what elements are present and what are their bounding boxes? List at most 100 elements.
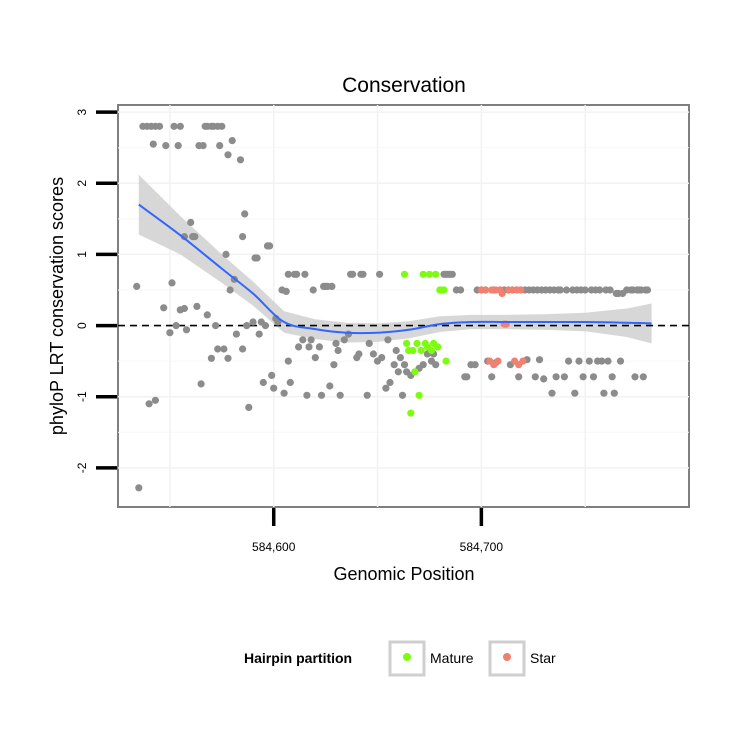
y-tick-label: 1 <box>75 251 89 258</box>
point-other <box>170 122 178 130</box>
point-other <box>378 354 386 362</box>
x-tick-label: 584,600 <box>252 540 296 554</box>
point-other <box>307 336 315 344</box>
point-other <box>220 345 228 353</box>
point-other <box>579 373 587 381</box>
point-other <box>560 373 569 381</box>
point-other <box>355 350 363 358</box>
point-other <box>226 286 234 294</box>
point-other <box>222 250 230 258</box>
point-other <box>535 356 544 364</box>
point-other <box>239 345 247 353</box>
point-mature <box>413 339 421 347</box>
point-mature <box>419 270 427 278</box>
point-other <box>255 330 263 338</box>
point-other <box>199 142 207 150</box>
point-other <box>282 287 290 295</box>
point-other <box>299 336 307 344</box>
point-star <box>498 289 506 298</box>
legend-key-star <box>488 640 526 677</box>
point-other <box>133 282 141 290</box>
point-other <box>207 354 215 362</box>
point-other <box>176 122 184 130</box>
point-other <box>191 233 199 241</box>
y-tick-label: 2 <box>75 180 89 187</box>
point-other <box>160 304 168 312</box>
point-other <box>149 140 157 148</box>
point-mature <box>427 346 436 355</box>
point-other <box>334 346 342 355</box>
point-other <box>180 233 188 241</box>
point-other <box>301 270 309 278</box>
point-other <box>585 357 593 365</box>
point-other <box>448 270 456 278</box>
point-other <box>386 378 394 387</box>
point-other <box>305 343 313 351</box>
point-other <box>166 329 174 337</box>
point-other <box>562 286 571 294</box>
point-mature <box>434 343 442 351</box>
plot-panel <box>117 104 690 508</box>
point-other <box>187 218 195 226</box>
point-other <box>643 286 652 294</box>
point-other <box>631 373 639 381</box>
point-other <box>419 361 427 369</box>
point-other <box>344 330 353 338</box>
point-other <box>145 400 153 408</box>
point-mature <box>442 357 450 365</box>
legend: Hairpin partition Mature Star <box>244 640 556 677</box>
point-other <box>565 357 573 365</box>
point-other <box>540 375 548 383</box>
point-other <box>608 373 616 381</box>
point-star <box>494 357 502 365</box>
point-other <box>311 354 319 362</box>
point-other <box>392 346 400 355</box>
point-star <box>517 286 525 294</box>
point-other <box>365 339 373 347</box>
point-other <box>340 336 348 344</box>
point-other <box>390 361 398 369</box>
point-other <box>284 357 292 365</box>
point-other <box>515 373 523 381</box>
point-other <box>253 254 261 262</box>
point-other <box>214 345 222 353</box>
point-other <box>604 357 612 365</box>
point-other <box>284 270 292 278</box>
point-other <box>457 286 465 294</box>
point-mature <box>425 270 434 278</box>
point-other <box>571 389 579 397</box>
point-other <box>286 378 294 387</box>
point-other <box>168 279 176 287</box>
point-other <box>232 330 240 338</box>
legend-key-mature <box>388 640 426 677</box>
point-other <box>197 380 205 388</box>
point-other <box>241 210 249 218</box>
point-other <box>236 156 245 164</box>
point-other <box>396 354 404 362</box>
point-other <box>581 286 589 294</box>
point-mature <box>407 409 415 417</box>
point-other <box>471 361 479 369</box>
point-other <box>384 336 392 344</box>
point-other <box>259 378 267 387</box>
y-axis: -2 -1 0 1 2 3 <box>75 108 117 473</box>
point-other <box>182 326 191 334</box>
y-tick-label: -1 <box>75 391 89 402</box>
legend-label-mature: Mature <box>430 650 474 666</box>
point-other <box>180 304 188 313</box>
point-other <box>280 389 288 397</box>
confidence-band <box>138 174 652 344</box>
y-tick-label: -2 <box>75 462 89 473</box>
point-other <box>151 396 159 404</box>
chart-title: Conservation <box>342 74 466 97</box>
y-axis-title: phyloP LRT conservation scores <box>47 177 67 435</box>
point-mature <box>440 286 448 294</box>
point-other <box>463 373 471 381</box>
point-other <box>610 389 618 397</box>
point-other <box>224 354 232 362</box>
point-other <box>266 242 274 250</box>
y-tick-label: 0 <box>75 322 89 329</box>
points-layer <box>133 122 652 492</box>
point-other <box>382 384 390 392</box>
point-other <box>303 391 311 399</box>
